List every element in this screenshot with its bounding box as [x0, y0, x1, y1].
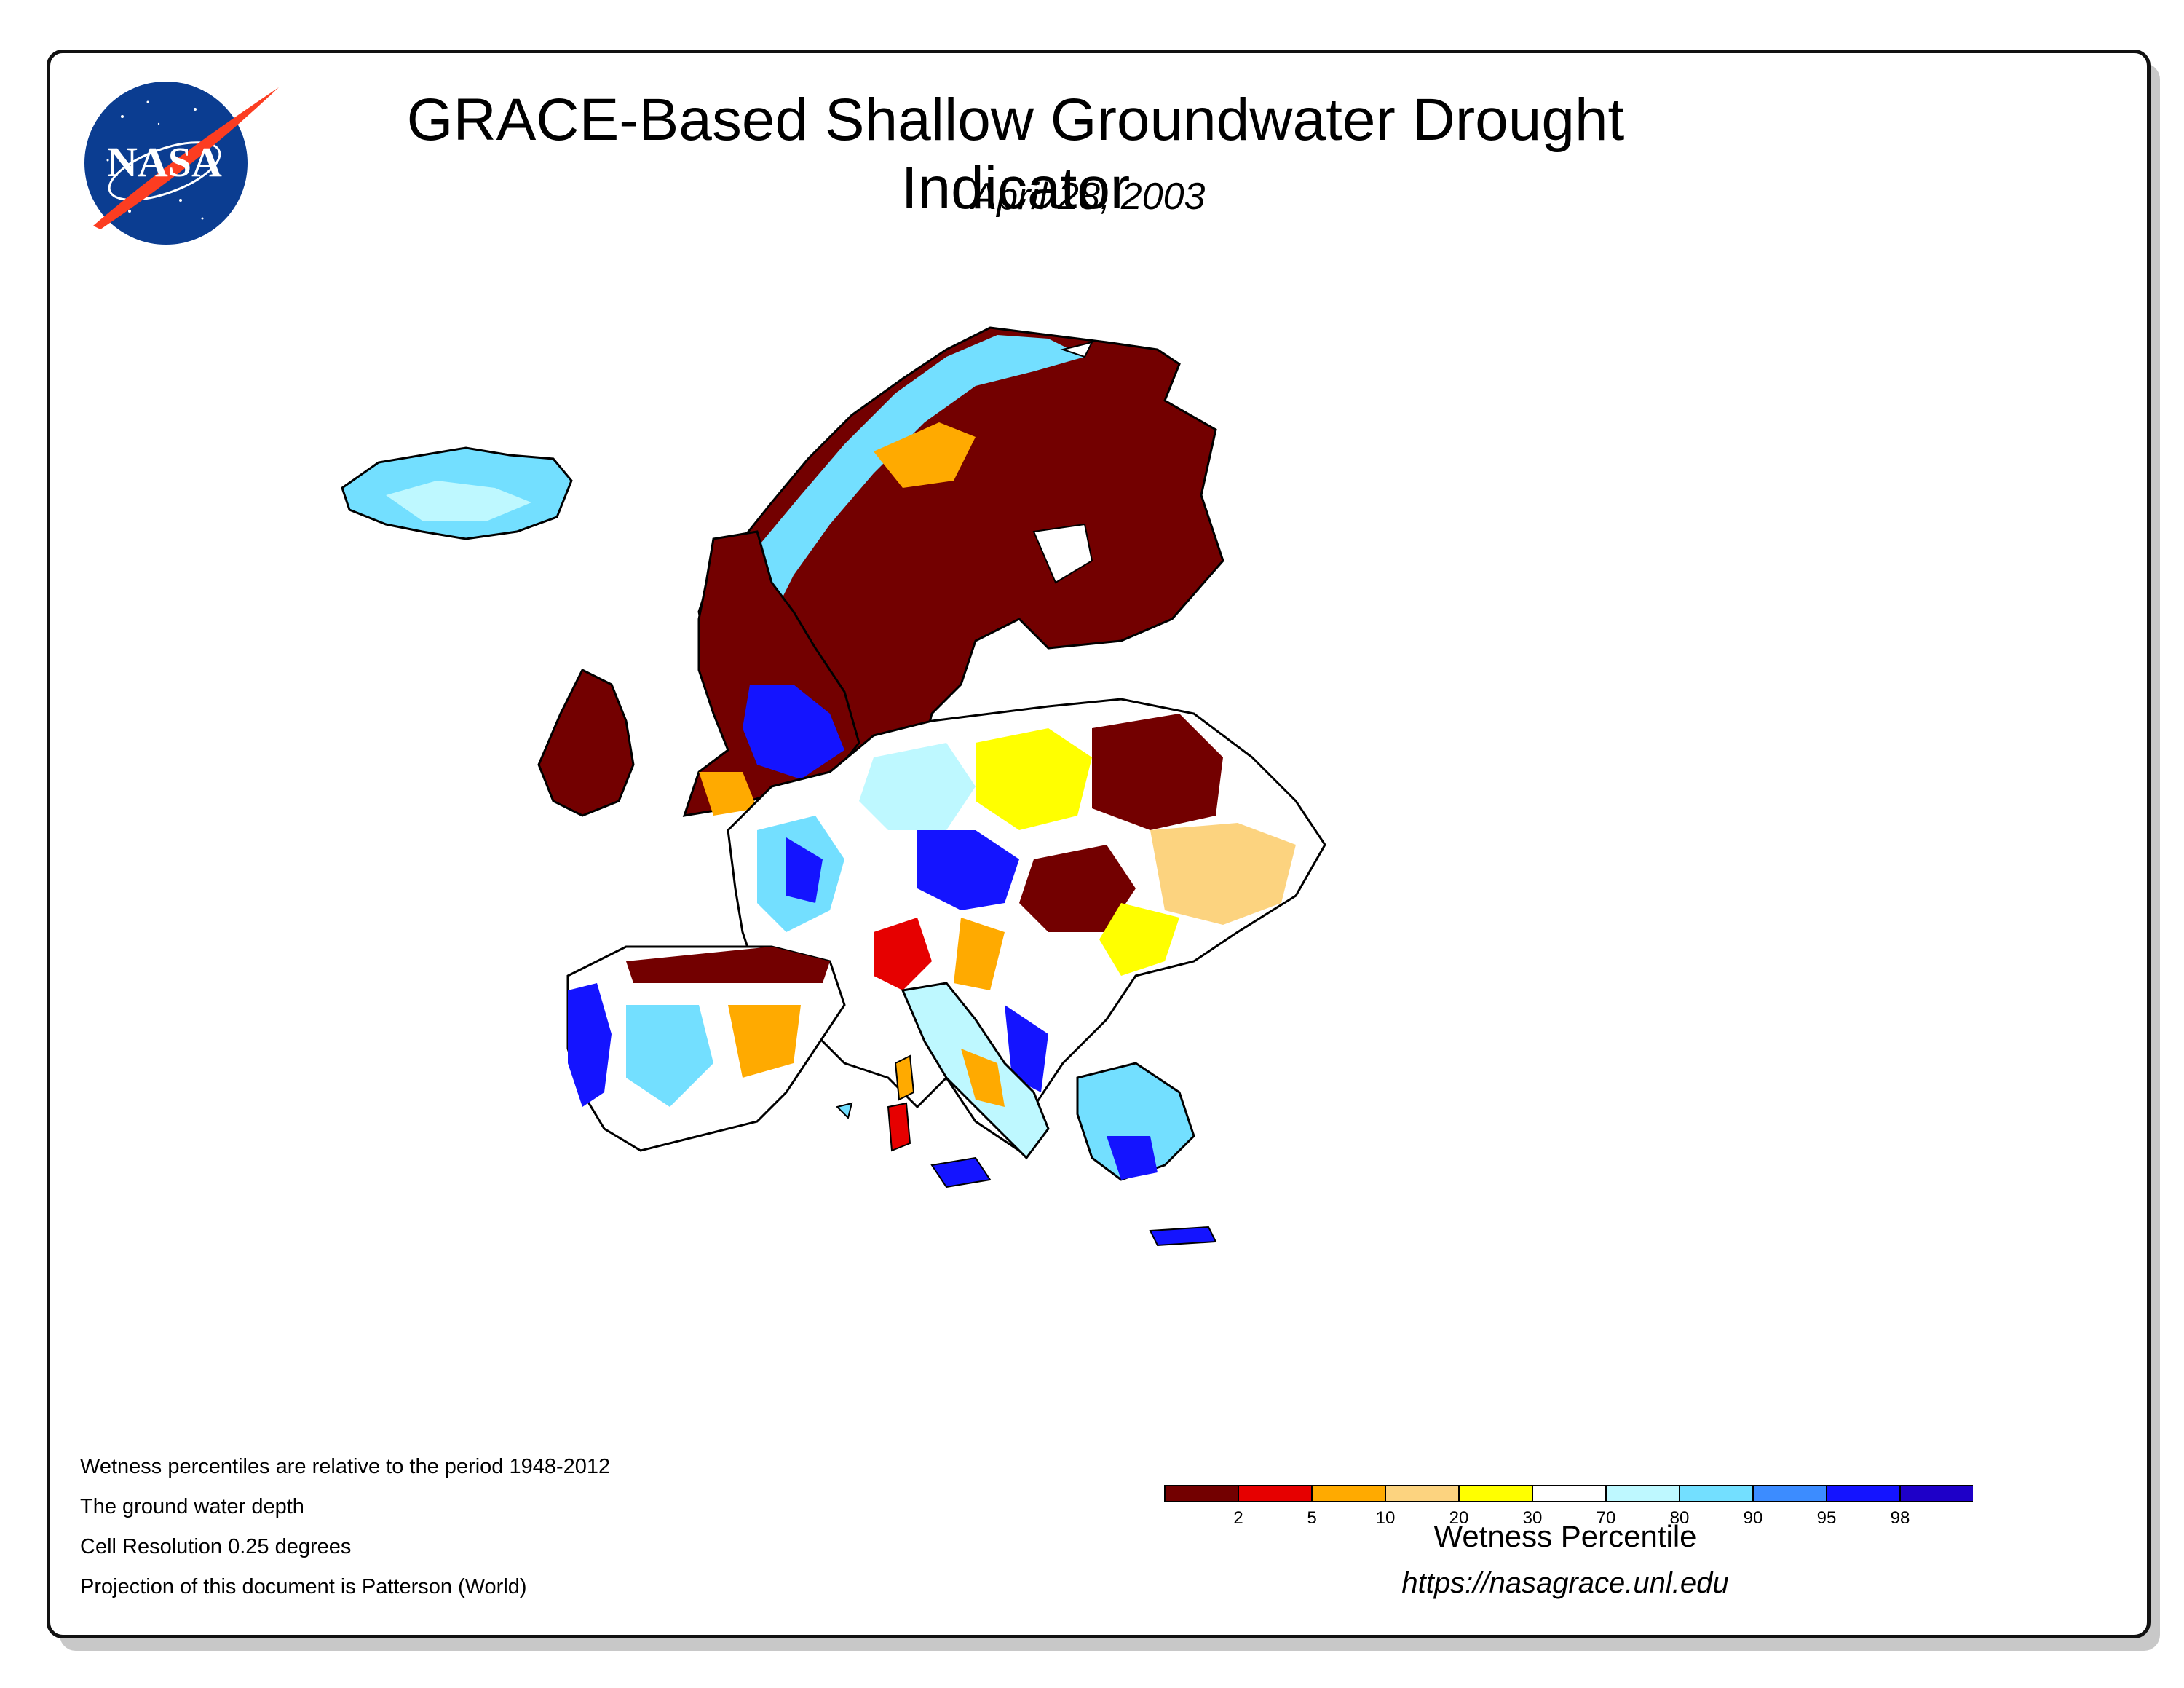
legend-ticks: 2 5 10 20 30 70 80 90 95 98 [1233, 1508, 1910, 1528]
page-title: GRACE-Based Shallow Groundwater Drought … [406, 87, 1625, 221]
note-projection: Projection of this document is Patterson… [80, 1575, 527, 1598]
legend-tick-label: 30 [1523, 1508, 1543, 1528]
legend-swatch [1826, 1485, 1901, 1502]
legend-swatch [1458, 1485, 1533, 1502]
legend-tick-label: 5 [1307, 1508, 1316, 1528]
legend-swatch [1899, 1485, 1973, 1502]
europe-map [341, 326, 1326, 1247]
legend-tick-label: 95 [1817, 1508, 1837, 1528]
legend-title: Wetness Percentile [1433, 1519, 1697, 1553]
legend-swatch [1532, 1485, 1607, 1502]
legend-swatch [1752, 1485, 1827, 1502]
legend-tick-label: 90 [1744, 1508, 1763, 1528]
mediterranean-islands [836, 341, 1093, 1152]
note-depth: The ground water depth [80, 1495, 304, 1518]
italy [901, 982, 1050, 1188]
legend-swatch [1238, 1485, 1313, 1502]
logo-text: NASA [107, 138, 222, 186]
iberian-peninsula [566, 945, 846, 1152]
iceland [341, 446, 573, 540]
legend-tick-label: 98 [1891, 1508, 1910, 1528]
legend-tick-label: 20 [1449, 1508, 1469, 1528]
continental-europe [727, 698, 1326, 1153]
legend-tick-label: 70 [1597, 1508, 1616, 1528]
legend-tick-label: 80 [1670, 1508, 1690, 1528]
legend-tick-label: 10 [1376, 1508, 1396, 1528]
legend-swatch [1164, 1485, 1239, 1502]
balkans [1076, 1062, 1217, 1247]
note-resolution: Cell Resolution 0.25 degrees [80, 1535, 352, 1558]
nasa-logo: NASA [84, 82, 279, 245]
legend-swatches [1164, 1485, 1973, 1502]
legend-swatch [1311, 1485, 1386, 1502]
source-url: https://nasagrace.unl.edu [1401, 1567, 1729, 1599]
legend-swatch [1679, 1485, 1754, 1502]
legend-swatch [1605, 1485, 1680, 1502]
wetness-legend: 2 5 10 20 30 70 80 90 95 98 [1164, 1485, 1973, 1528]
note-period: Wetness percentiles are relative to the … [80, 1455, 611, 1478]
legend-swatch [1385, 1485, 1460, 1502]
legend-tick-label: 2 [1233, 1508, 1243, 1528]
map-date: April 28, 2003 [971, 175, 1206, 218]
british-isles [537, 530, 860, 817]
